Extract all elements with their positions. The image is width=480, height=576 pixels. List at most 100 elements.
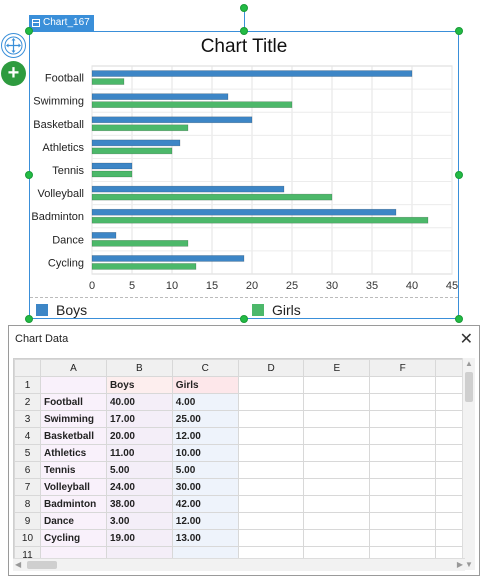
cell-c[interactable]: 5.00 [171, 461, 239, 479]
cell-c[interactable]: Girls [171, 376, 239, 394]
cell-c[interactable]: 12.00 [171, 427, 239, 445]
vertical-scroll-thumb[interactable] [465, 372, 473, 402]
resize-handle-bottom[interactable] [240, 315, 248, 323]
bar-girls[interactable] [91, 193, 333, 201]
cell-a[interactable]: Tennis [39, 461, 107, 479]
spreadsheet-grid[interactable]: A B C D E F 1 Boys Girls 2 Football 40.00 4.00… [13, 358, 466, 571]
cell-d[interactable] [237, 444, 305, 462]
bar-girls[interactable] [91, 78, 125, 85]
cell-f[interactable] [369, 495, 437, 513]
cell-f[interactable] [369, 461, 437, 479]
resize-handle-left[interactable] [25, 171, 33, 179]
row-header[interactable]: 6 [14, 461, 41, 479]
resize-handle-top[interactable] [240, 27, 248, 35]
cell-f[interactable] [369, 512, 437, 530]
close-icon[interactable]: ✕ [459, 331, 473, 348]
cell-e[interactable] [303, 512, 371, 530]
cell-b[interactable]: 5.00 [105, 461, 173, 479]
column-header-d[interactable]: D [237, 359, 305, 377]
row-header[interactable]: 3 [14, 410, 41, 428]
bar-girls[interactable] [91, 216, 429, 224]
bar-girls[interactable] [91, 124, 189, 132]
cell-e[interactable] [303, 444, 371, 462]
bar-girls[interactable] [91, 101, 293, 108]
cell-f[interactable] [369, 393, 437, 411]
cell-f[interactable] [369, 478, 437, 496]
cell-c[interactable]: 12.00 [171, 512, 239, 530]
column-header-a[interactable]: A [39, 359, 107, 377]
cell-d[interactable] [237, 495, 305, 513]
cell-d[interactable] [237, 512, 305, 530]
column-header-f[interactable]: F [369, 359, 437, 377]
corner-cell[interactable] [14, 359, 41, 377]
cell-a[interactable]: Cycling [39, 529, 107, 547]
resize-handle-top-left[interactable] [25, 27, 33, 35]
row-header[interactable]: 5 [14, 444, 41, 462]
resize-handle-bottom-right[interactable] [455, 315, 463, 323]
resize-handle-bottom-left[interactable] [25, 315, 33, 323]
cell-extra[interactable] [435, 444, 466, 462]
bar-boys[interactable] [91, 162, 133, 170]
cell-f[interactable] [369, 444, 437, 462]
add-element-button[interactable]: + [1, 61, 26, 86]
row-header[interactable]: 10 [14, 529, 41, 547]
cell-a[interactable]: Basketball [39, 427, 107, 445]
horizontal-scroll-thumb[interactable] [27, 561, 57, 569]
scroll-up-icon[interactable]: ▲ [465, 359, 473, 368]
row-header[interactable]: 7 [14, 478, 41, 496]
row-header[interactable]: 4 [14, 427, 41, 445]
bar-boys[interactable] [91, 116, 253, 124]
cell-a[interactable] [39, 376, 107, 394]
bar-girls[interactable] [91, 263, 197, 270]
cell-a[interactable]: Badminton [39, 495, 107, 513]
cell-extra[interactable] [435, 495, 466, 513]
bar-boys[interactable] [91, 255, 245, 262]
scroll-down-icon[interactable]: ▼ [465, 560, 473, 569]
row-header[interactable]: 9 [14, 512, 41, 530]
bar-girls[interactable] [91, 170, 133, 178]
resize-handle-top-right[interactable] [455, 27, 463, 35]
cell-b[interactable]: Boys [105, 376, 173, 394]
cell-c[interactable]: 30.00 [171, 478, 239, 496]
cell-b[interactable]: 19.00 [105, 529, 173, 547]
cell-d[interactable] [237, 410, 305, 428]
scroll-right-icon[interactable]: ▶ [456, 560, 463, 569]
bar-girls[interactable] [91, 240, 189, 247]
cell-extra[interactable] [435, 376, 466, 394]
cell-b[interactable]: 40.00 [105, 393, 173, 411]
cell-e[interactable] [303, 376, 371, 394]
bar-chart[interactable]: 0 5 10 15 20 25 30 35 40 45 Football Swimming Basket… [0, 0, 480, 300]
cell-extra[interactable] [435, 410, 466, 428]
chart-title[interactable]: Chart Title [200, 36, 288, 57]
column-header-extra[interactable] [435, 359, 466, 377]
cell-extra[interactable] [435, 478, 466, 496]
legend-item-boys[interactable]: Boys [36, 302, 87, 318]
cell-c[interactable]: 10.00 [171, 444, 239, 462]
cell-extra[interactable] [435, 461, 466, 479]
move-button[interactable] [1, 33, 26, 58]
cell-d[interactable] [237, 478, 305, 496]
cell-e[interactable] [303, 427, 371, 445]
rotate-handle[interactable] [240, 4, 248, 12]
cell-d[interactable] [237, 461, 305, 479]
cell-d[interactable] [237, 376, 305, 394]
bar-boys[interactable] [91, 139, 181, 147]
cell-extra[interactable] [435, 529, 466, 547]
cell-b[interactable]: 17.00 [105, 410, 173, 428]
cell-e[interactable] [303, 478, 371, 496]
cell-c[interactable]: 42.00 [171, 495, 239, 513]
cell-b[interactable]: 38.00 [105, 495, 173, 513]
column-header-c[interactable]: C [171, 359, 239, 377]
scroll-left-icon[interactable]: ◀ [15, 560, 22, 569]
chart-legend[interactable]: Boys Girls [30, 297, 458, 320]
cell-b[interactable]: 11.00 [105, 444, 173, 462]
cell-e[interactable] [303, 393, 371, 411]
resize-handle-right[interactable] [455, 171, 463, 179]
cell-f[interactable] [369, 529, 437, 547]
cell-extra[interactable] [435, 427, 466, 445]
cell-c[interactable]: 13.00 [171, 529, 239, 547]
bar-girls[interactable] [91, 147, 173, 155]
cell-d[interactable] [237, 529, 305, 547]
cell-a[interactable]: Swimming [39, 410, 107, 428]
cell-extra[interactable] [435, 512, 466, 530]
